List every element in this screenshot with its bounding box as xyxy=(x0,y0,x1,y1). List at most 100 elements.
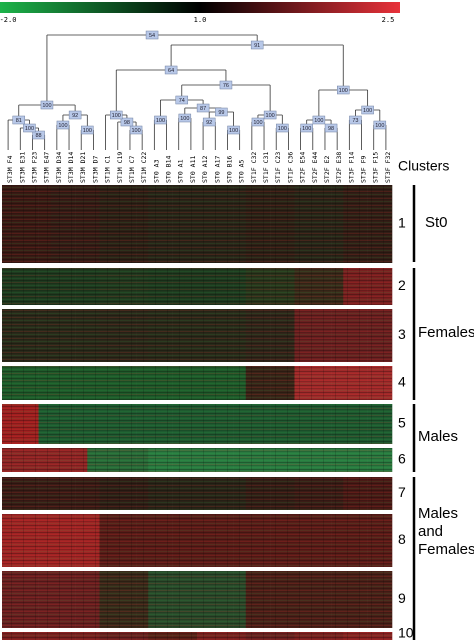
cluster-number: 3 xyxy=(398,326,406,342)
sample-label: ST2F E2 xyxy=(323,156,331,183)
sample-label: ST3F F14 xyxy=(347,152,355,183)
node-label-box xyxy=(40,100,54,110)
node-label-box xyxy=(196,103,210,113)
node-label-box xyxy=(312,115,326,125)
node-label-box xyxy=(202,117,216,127)
sample-label: ST1M C7 xyxy=(128,156,136,183)
sample-label: ST3M D7 xyxy=(91,156,99,183)
node-label: 64 xyxy=(168,68,174,74)
sample-label: ST3M D34 xyxy=(55,152,63,183)
node-label-box xyxy=(324,123,338,133)
node-label: 100 xyxy=(339,88,348,94)
heatmap-texture xyxy=(2,632,392,640)
group-label: Females xyxy=(418,324,474,341)
group-label: Males xyxy=(418,428,459,445)
heatmap-texture xyxy=(2,185,392,263)
node-label: 92 xyxy=(72,113,78,119)
node-label-box xyxy=(349,115,362,125)
sample-label: ST3M F23 xyxy=(30,152,38,183)
color-scale-bar xyxy=(0,2,400,13)
heatmap-texture xyxy=(2,448,392,472)
heatmap-texture xyxy=(2,309,392,362)
node-label-box xyxy=(175,95,189,105)
node-label: 100 xyxy=(131,128,140,134)
sample-label: ST0 A11 xyxy=(189,156,197,183)
sample-label: ST0 A3 xyxy=(152,159,160,183)
sample-label: ST3M D21 xyxy=(79,152,87,183)
group-label: Males and Females xyxy=(418,505,474,558)
node-label-box xyxy=(120,117,134,127)
node-label: 100 xyxy=(302,126,311,132)
node-label: 73 xyxy=(352,118,358,124)
cluster-number: 5 xyxy=(398,415,406,431)
heatmap-texture xyxy=(2,366,392,400)
node-label: 100 xyxy=(180,116,189,122)
sample-label: ST1F C32 xyxy=(250,152,258,183)
node-label: 100 xyxy=(42,103,51,109)
node-label: 100 xyxy=(112,113,121,119)
node-label: 98 xyxy=(124,120,130,126)
sample-label: ST3M D14 xyxy=(67,152,75,183)
node-label-box xyxy=(145,30,159,40)
sample-label: ST1M C22 xyxy=(140,152,148,183)
node-label: 100 xyxy=(314,118,323,124)
node-label-box xyxy=(215,107,228,117)
node-label-box xyxy=(361,105,374,115)
sample-label: ST2F E38 xyxy=(335,152,343,183)
node-label-box xyxy=(12,115,26,125)
node-label-box xyxy=(178,113,192,123)
node-label-box xyxy=(219,80,233,90)
node-label-box xyxy=(373,120,387,130)
cluster-number: 8 xyxy=(398,531,406,547)
clusters-title: Clusters xyxy=(398,158,449,174)
node-label-box xyxy=(164,65,178,75)
node-label-box xyxy=(250,40,264,50)
heatmap-texture xyxy=(2,477,392,510)
color-scale-label: 2.5 xyxy=(382,16,395,24)
group-label: St0 xyxy=(425,214,448,231)
node-label: 54 xyxy=(149,33,155,39)
node-label-box xyxy=(68,110,82,120)
sample-label: ST3F F9 xyxy=(360,156,368,183)
sample-label: ST3M F4 xyxy=(6,156,14,183)
sample-label: ST1F C36 xyxy=(286,152,294,183)
sample-label: ST1M C19 xyxy=(116,152,124,183)
node-label: 88 xyxy=(36,133,42,139)
node-label-box xyxy=(251,117,265,127)
node-label: 100 xyxy=(156,118,165,124)
node-label: 87 xyxy=(200,106,206,112)
node-label-box xyxy=(263,110,277,120)
cluster-number: 7 xyxy=(398,484,406,500)
node-label: 99 xyxy=(218,110,224,116)
cluster-number: 9 xyxy=(398,590,406,606)
node-label-box xyxy=(81,125,94,135)
sample-label: ST1F C23 xyxy=(274,152,282,183)
node-label: 76 xyxy=(223,83,229,89)
node-label: 100 xyxy=(58,123,67,129)
node-label-box xyxy=(300,123,313,133)
sample-label: ST0 B16 xyxy=(225,156,233,183)
node-label: 100 xyxy=(25,126,34,132)
node-label: 92 xyxy=(206,120,212,126)
sample-label: ST0 A1 xyxy=(177,159,185,183)
sample-label: ST0 A5 xyxy=(238,159,246,183)
color-scale-label: 1.0 xyxy=(194,16,207,24)
node-label-box xyxy=(227,125,240,135)
node-label-box xyxy=(110,110,123,120)
sample-label: ST3F F32 xyxy=(384,152,392,183)
node-label-box xyxy=(337,85,350,95)
node-label: 100 xyxy=(266,113,275,119)
node-label: 100 xyxy=(278,126,287,132)
node-label-box xyxy=(32,130,45,140)
node-label: 100 xyxy=(363,108,372,114)
cluster-number: 10 xyxy=(398,625,414,640)
node-label-box xyxy=(129,125,143,135)
node-label-box xyxy=(56,120,70,130)
cluster-number: 4 xyxy=(398,374,406,390)
node-label: 100 xyxy=(229,128,238,134)
node-label: 100 xyxy=(375,123,384,129)
heatmap-texture xyxy=(2,268,392,305)
node-label: 98 xyxy=(328,126,334,132)
